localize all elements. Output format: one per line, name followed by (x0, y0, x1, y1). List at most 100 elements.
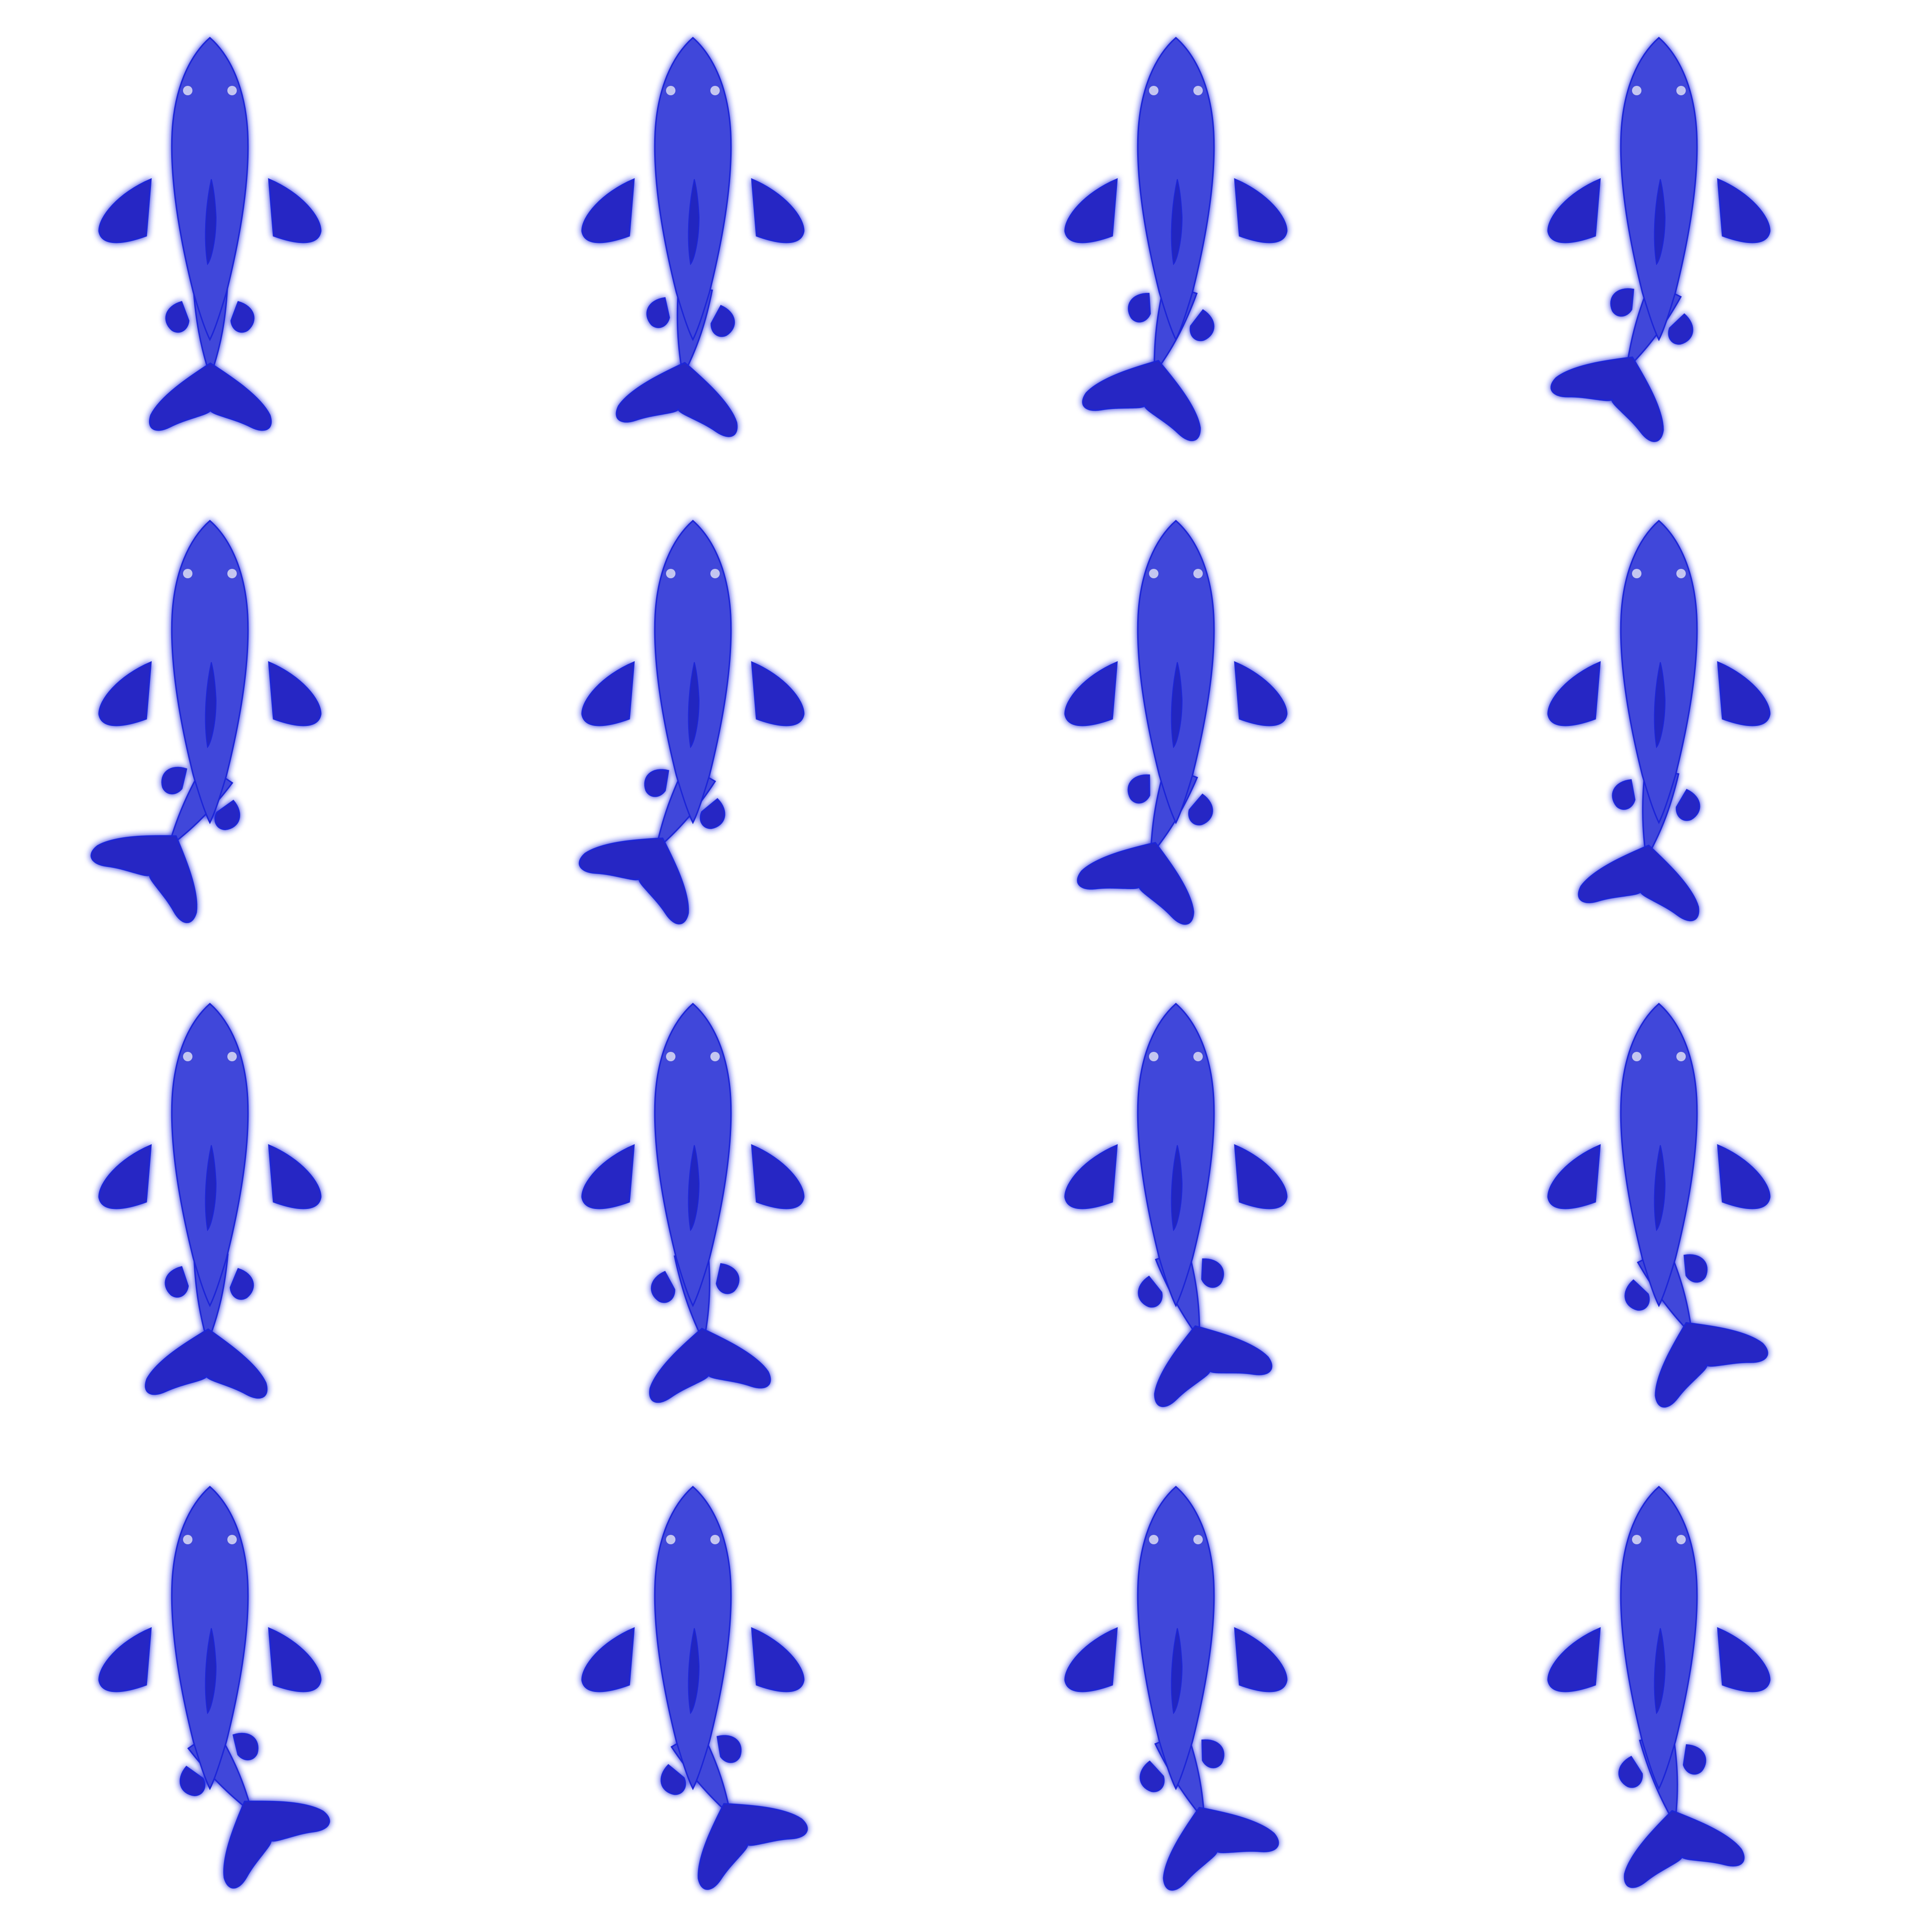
dorsal-mark (1171, 1145, 1183, 1232)
tail-group (1550, 281, 1693, 442)
left-fin (98, 1144, 152, 1209)
right-fin (751, 661, 805, 726)
dorsal-mark (1171, 179, 1183, 266)
left-eye-icon (1149, 86, 1158, 95)
left-eye-icon (666, 86, 675, 95)
dorsal-mark (205, 1628, 217, 1715)
left-fin (1064, 1627, 1118, 1692)
right-pelvic-fin (230, 301, 255, 333)
right-eye-icon (710, 569, 720, 578)
tail-group (1624, 1246, 1768, 1408)
right-pelvic-fin (214, 799, 241, 830)
tail-fin (616, 362, 738, 437)
right-eye-icon (1676, 1052, 1686, 1061)
right-pelvic-fin (1682, 1744, 1707, 1775)
right-eye-icon (710, 1535, 720, 1544)
left-eye-icon (1632, 86, 1641, 95)
left-fin (98, 178, 152, 243)
tail-fin (1624, 1810, 1745, 1888)
shark-frame-3-2 (581, 1002, 805, 1403)
right-pelvic-fin (1201, 1739, 1224, 1768)
tail-group (579, 763, 725, 924)
tail-fin (1077, 841, 1194, 925)
left-pelvic-fin (660, 1764, 686, 1795)
right-eye-icon (227, 1535, 237, 1544)
tail-fin (579, 837, 689, 924)
shark-frame-3-4 (1547, 1002, 1771, 1408)
tail-group (1140, 1730, 1279, 1891)
right-eye-icon (1193, 1052, 1203, 1061)
left-fin (1547, 661, 1601, 726)
left-pelvic-fin (1138, 1275, 1163, 1308)
tail-fin (1154, 1325, 1273, 1407)
right-pelvic-fin (700, 798, 725, 829)
right-fin (1717, 661, 1771, 726)
tail-fin (649, 1327, 771, 1403)
right-fin (268, 661, 322, 726)
tail-fin (91, 835, 198, 924)
right-fin (1717, 1627, 1771, 1692)
right-eye-icon (1676, 86, 1686, 95)
shark-frame-2-3 (1064, 519, 1288, 925)
right-pelvic-fin (1201, 1258, 1224, 1288)
left-pelvic-fin (1612, 779, 1636, 810)
left-pelvic-fin (646, 297, 670, 328)
right-fin (268, 178, 322, 243)
tail-group (1138, 1248, 1273, 1407)
tail-fin (1655, 1322, 1768, 1408)
left-eye-icon (183, 86, 192, 95)
shark-frame-1-4 (1547, 36, 1771, 442)
left-pelvic-fin (161, 766, 188, 795)
tail-fin (698, 1803, 808, 1890)
right-fin (1717, 178, 1771, 243)
tail-fin (145, 1328, 268, 1399)
right-pelvic-fin (1188, 793, 1213, 825)
left-eye-icon (183, 1052, 192, 1061)
dorsal-mark (688, 662, 700, 749)
right-pelvic-fin (710, 305, 735, 337)
left-fin (581, 661, 635, 726)
left-eye-icon (1632, 569, 1641, 578)
dorsal-mark (1171, 1628, 1183, 1715)
left-fin (581, 178, 635, 243)
dorsal-mark (1654, 1145, 1666, 1232)
right-pelvic-fin (1683, 1254, 1708, 1283)
dorsal-mark (1654, 1628, 1666, 1715)
right-pelvic-fin (230, 1268, 254, 1300)
tail-group (91, 763, 241, 924)
left-pelvic-fin (1610, 288, 1634, 317)
right-eye-icon (710, 86, 720, 95)
left-fin (581, 1627, 635, 1692)
right-pelvic-fin (232, 1732, 258, 1761)
right-pelvic-fin (1675, 789, 1700, 821)
right-fin (751, 178, 805, 243)
right-fin (751, 1627, 805, 1692)
right-fin (268, 1144, 322, 1209)
shark-frame-2-1 (91, 519, 322, 924)
left-fin (1547, 1627, 1601, 1692)
left-eye-icon (1632, 1052, 1641, 1061)
left-eye-icon (666, 1535, 675, 1544)
left-pelvic-fin (644, 769, 669, 797)
dorsal-mark (205, 179, 217, 266)
left-fin (98, 1627, 152, 1692)
left-eye-icon (1149, 1535, 1158, 1544)
right-eye-icon (227, 569, 237, 578)
tail-fin (149, 362, 272, 431)
left-eye-icon (666, 569, 675, 578)
left-pelvic-fin (651, 1271, 675, 1303)
shark-frame-1-2 (581, 36, 805, 437)
dorsal-mark (1171, 662, 1183, 749)
left-pelvic-fin (1127, 774, 1150, 804)
left-eye-icon (183, 569, 192, 578)
left-pelvic-fin (165, 301, 190, 333)
right-fin (751, 1144, 805, 1209)
right-eye-icon (227, 86, 237, 95)
shark-frame-1-3 (1064, 36, 1288, 441)
shark-frame-4-4 (1547, 1485, 1771, 1888)
right-eye-icon (1676, 1535, 1686, 1544)
right-eye-icon (1676, 569, 1686, 578)
right-fin (1717, 1144, 1771, 1209)
right-pelvic-fin (716, 1735, 742, 1763)
